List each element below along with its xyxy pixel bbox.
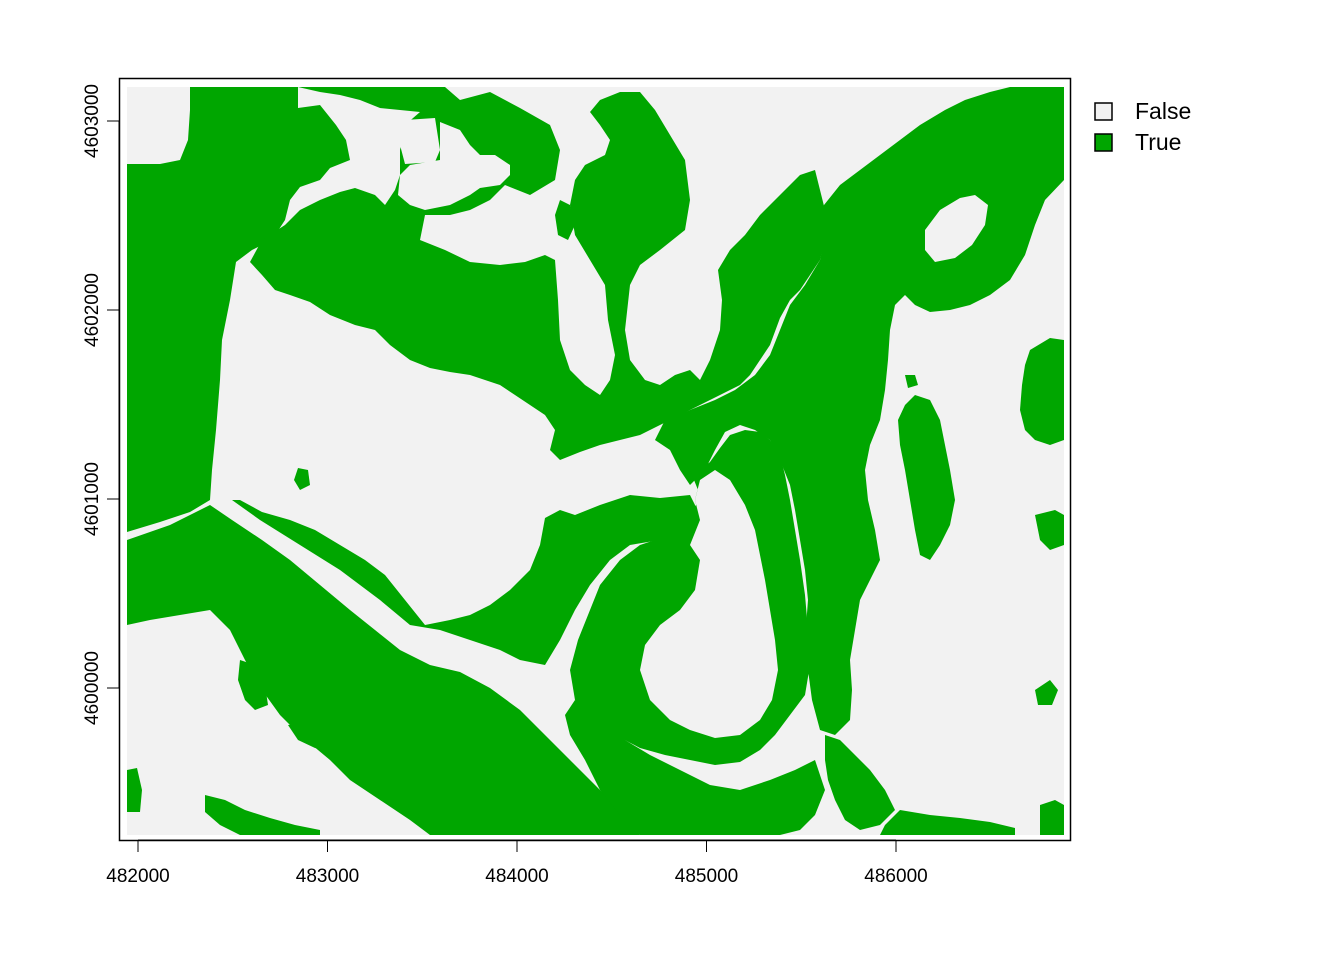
true-region-east-edge [1020, 338, 1064, 445]
false-hole-northeast-ring [925, 195, 988, 262]
true-region-southwest-corner [127, 768, 142, 812]
y-tick-label: 4602000 [82, 273, 103, 347]
true-region-lower-mid-blob [288, 722, 345, 752]
raster-panel [127, 87, 1064, 835]
y-tick-label: 4600000 [82, 651, 103, 725]
x-axis-ticks: 482000 483000 484000 485000 486000 [106, 840, 928, 887]
x-tick-label: 484000 [485, 866, 548, 887]
true-region-west-band [127, 505, 640, 835]
true-region-east-lower-blob [1035, 680, 1058, 705]
legend-label-true: True [1135, 129, 1181, 155]
true-region-north-islet [555, 200, 575, 240]
true-region-southwest-bottom [205, 795, 320, 835]
x-tick-label: 485000 [675, 866, 738, 887]
false-hole-center-ring [640, 470, 778, 738]
true-region-center-diagonal [232, 495, 700, 665]
y-tick-label: 4603000 [82, 84, 103, 158]
true-region-southeast-bottom [880, 810, 1015, 835]
true-region-mid-blob [294, 468, 310, 490]
y-tick-label: 4601000 [82, 462, 103, 536]
true-region-south-center [565, 700, 825, 835]
x-tick-label: 483000 [296, 866, 359, 887]
legend: False True [1094, 98, 1191, 155]
x-tick-label: 482000 [106, 866, 169, 887]
y-axis: 4600000 4601000 4602000 4603000 [82, 84, 120, 725]
true-region-southeast-pocket [825, 735, 895, 830]
true-region-east-right-edge [1035, 510, 1064, 550]
true-region-mid-right-blob [905, 375, 918, 388]
legend-swatch-false [1094, 102, 1113, 121]
raster-false-holes [400, 118, 988, 738]
false-hole-north [400, 118, 440, 164]
legend-swatch-true [1094, 133, 1113, 152]
true-region-southwest-blob [238, 660, 268, 710]
true-region-northwest [127, 87, 350, 532]
legend-label-false: False [1135, 98, 1191, 124]
x-axis: 482000 483000 484000 485000 486000 [106, 839, 928, 887]
true-region-east-band [898, 395, 955, 560]
true-region-southeast-corner [1040, 800, 1064, 835]
x-tick-label: 486000 [864, 866, 927, 887]
y-axis-ticks: 4600000 4601000 4602000 4603000 [82, 84, 119, 725]
true-region-north-center [250, 87, 825, 460]
